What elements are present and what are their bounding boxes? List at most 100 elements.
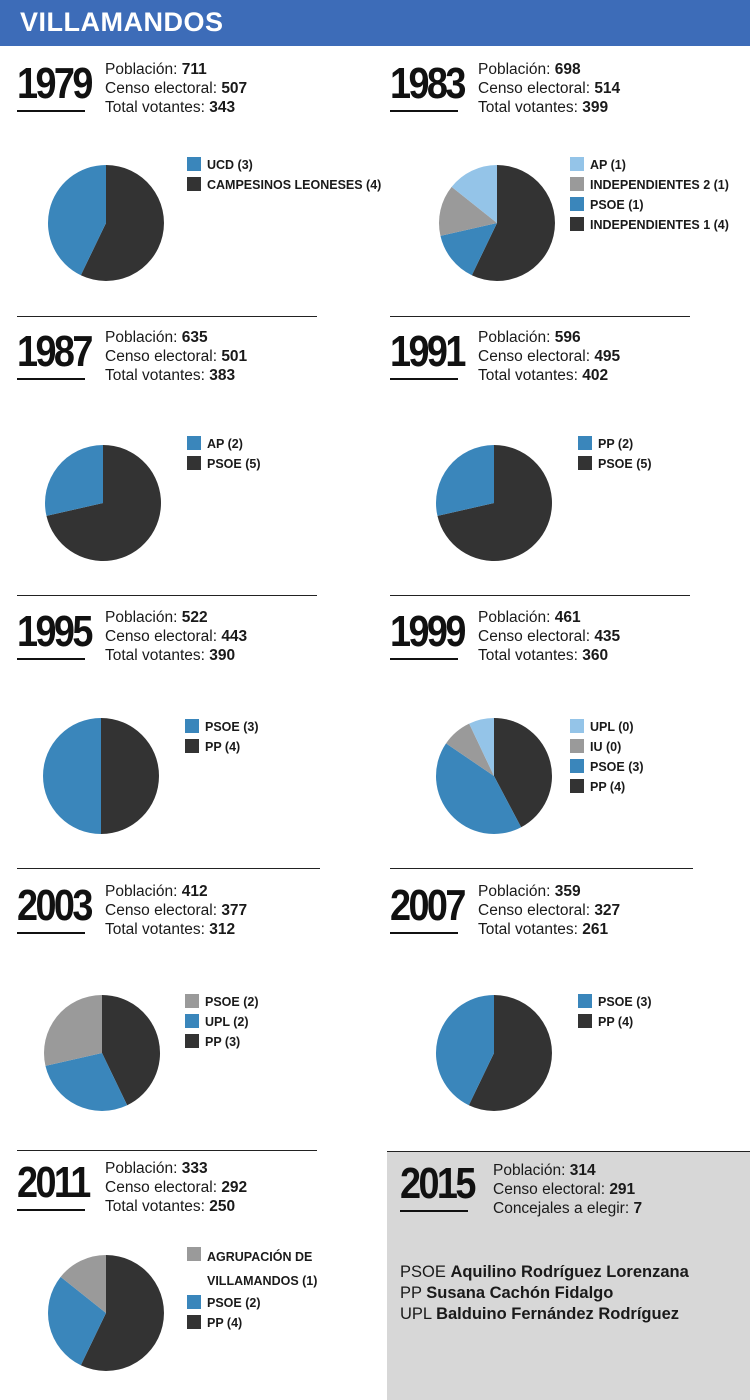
legend-label: AP (1): [590, 158, 626, 172]
pie-slice-psoe: [46, 445, 161, 561]
legend-swatch: [185, 739, 199, 753]
votantes-row-label: Total votantes:: [105, 921, 210, 938]
stats-2015: Población: 314 Censo electoral: 291 Conc…: [493, 1161, 642, 1218]
year-1983: 1983: [390, 59, 466, 108]
stats-1987: Población: 635 Censo electoral: 501 Total …: [105, 328, 247, 385]
votantes-row: Total votantes: 312: [105, 920, 247, 939]
candidate-upl: UPL Balduino Fernández Rodríguez: [400, 1305, 680, 1323]
votantes-row: Total votantes: 343: [105, 98, 247, 117]
censo-row-value: 327: [594, 902, 621, 919]
year-rule-1979: [17, 110, 85, 112]
censo-row-label: Censo electoral:: [478, 902, 595, 919]
censo-row: Censo electoral: 291: [493, 1181, 636, 1198]
censo-row: Censo electoral: 435: [478, 627, 620, 646]
stats-1999: Población: 461 Censo electoral: 435 Total …: [478, 608, 620, 665]
legend-label: AGRUPACIÓN DE VILLAMANDOS (1): [207, 1250, 318, 1288]
poblacion-row: Población: 698: [478, 60, 620, 79]
pie-chart-1991: [435, 445, 552, 561]
panel-2003: 2003 Población: 412 Censo electoral: 377 To…: [17, 880, 357, 1140]
legend-label: PP (4): [207, 1316, 243, 1330]
panel-1995: 1995 Población: 522 Censo electoral: 443 To…: [17, 606, 357, 866]
pie-slice-psoe: [440, 223, 497, 276]
divider-line: [390, 316, 690, 317]
poblacion-row-value: 412: [181, 883, 208, 900]
legend-label: INDEPENDIENTES 2 (1): [590, 178, 729, 192]
poblacion-row-value: 359: [554, 883, 581, 900]
pie-slice-pp: [101, 718, 159, 834]
year-rule-1987: [17, 378, 85, 380]
pie-slice-psoe: [437, 445, 552, 561]
censo-row-label: Censo electoral:: [478, 80, 595, 97]
page-title: VILLAMANDOS: [20, 7, 224, 37]
censo-row: Censo electoral: 495: [478, 347, 620, 366]
legend-label: PSOE (3): [205, 720, 259, 734]
censo-row: Censo electoral: 292: [105, 1178, 247, 1197]
panel-1999: 1999 Población: 461 Censo electoral: 435 To…: [390, 606, 730, 866]
year-rule-2003: [17, 932, 85, 934]
votantes-row-value: 343: [209, 99, 236, 116]
poblacion-row-label: Población:: [105, 883, 182, 900]
votantes-row-label: Total votantes:: [478, 367, 583, 384]
pie-chart-1983: [438, 165, 555, 281]
votantes-row-value: 312: [209, 921, 236, 938]
pie-slice-upl: [45, 1053, 128, 1112]
pie-chart-1987: [44, 445, 161, 561]
votantes-row-label: Total votantes:: [478, 921, 583, 938]
votantes-row: Total votantes: 261: [478, 920, 620, 939]
stats-1995: Población: 522 Censo electoral: 443 Total …: [105, 608, 247, 665]
censo-row-label: Censo electoral:: [105, 1179, 222, 1196]
censo-row: Censo electoral: 327: [478, 901, 620, 920]
legend-swatch: [570, 739, 584, 753]
pie-slice-upl: [469, 718, 494, 776]
divider-2015: [387, 1151, 750, 1152]
legend-swatch: [185, 719, 199, 733]
censo-row-value: 443: [221, 628, 248, 645]
year-2007: 2007: [390, 881, 466, 930]
divider-line: [17, 595, 317, 596]
candidate-pp: PP Susana Cachón Fidalgo: [400, 1284, 614, 1302]
year-rule-2007: [390, 932, 458, 934]
censo-row-value: 514: [594, 80, 621, 97]
poblacion-row: Población: 359: [478, 882, 620, 901]
legend-swatch: [570, 759, 584, 773]
poblacion-row-label: Población:: [105, 1160, 182, 1177]
votantes-row: Total votantes: 360: [478, 646, 620, 665]
divider-line: [390, 595, 690, 596]
poblacion-row-label: Población:: [478, 329, 555, 346]
election-2015-box: 2015 Población: 314 Censo electoral: 291…: [387, 1151, 750, 1400]
legend-swatch: [185, 994, 199, 1008]
pie-slice-psoe: [47, 1276, 106, 1366]
candidate-psoe: PSOE Aquilino Rodríguez Lorenzana: [400, 1263, 689, 1281]
votantes-row-value: 360: [582, 647, 609, 664]
legend-label: PSOE (5): [598, 457, 652, 471]
legend-swatch: [570, 157, 584, 171]
stats-2007: Población: 359 Censo electoral: 327 Total …: [478, 882, 620, 939]
votantes-row-label: Total votantes:: [478, 647, 583, 664]
poblacion-row: Población: 522: [105, 608, 247, 627]
legend-swatch: [570, 217, 584, 231]
stats-1991: Población: 596 Censo electoral: 495 Total …: [478, 328, 620, 385]
pie-slice-psoe: [436, 743, 522, 834]
legend-label: PSOE (2): [207, 1296, 261, 1310]
year-2011: 2011: [17, 1158, 91, 1207]
pie-slice-iu: [446, 723, 494, 776]
pie-chart-1979: [47, 165, 164, 281]
stats-2003: Población: 412 Censo electoral: 377 Total …: [105, 882, 247, 939]
legend-label: UCD (3): [207, 158, 253, 172]
pie-slice-agrupacion-de-villamandos: [60, 1255, 106, 1313]
candidates-list: PSOE Aquilino Rodríguez Lorenzana PP Sus…: [400, 1262, 689, 1325]
votantes-row: Total votantes: 250: [105, 1197, 247, 1216]
censo-row-label: Censo electoral:: [105, 348, 222, 365]
legend-label: AP (2): [207, 437, 243, 451]
legend-swatch: [185, 1034, 199, 1048]
year-2003: 2003: [17, 881, 93, 930]
legend-swatch: [187, 157, 201, 171]
divider-line: [17, 316, 317, 317]
pie-slice-psoe: [43, 718, 101, 834]
votantes-row-label: Total votantes:: [105, 99, 210, 116]
year-1979: 1979: [17, 59, 93, 108]
poblacion-row-value: 333: [181, 1160, 208, 1177]
legend-label: PSOE (5): [207, 457, 261, 471]
legend-swatch: [187, 436, 201, 450]
panel-2015-head: 2015 Población: 314 Censo electoral: 291…: [400, 1158, 740, 1228]
